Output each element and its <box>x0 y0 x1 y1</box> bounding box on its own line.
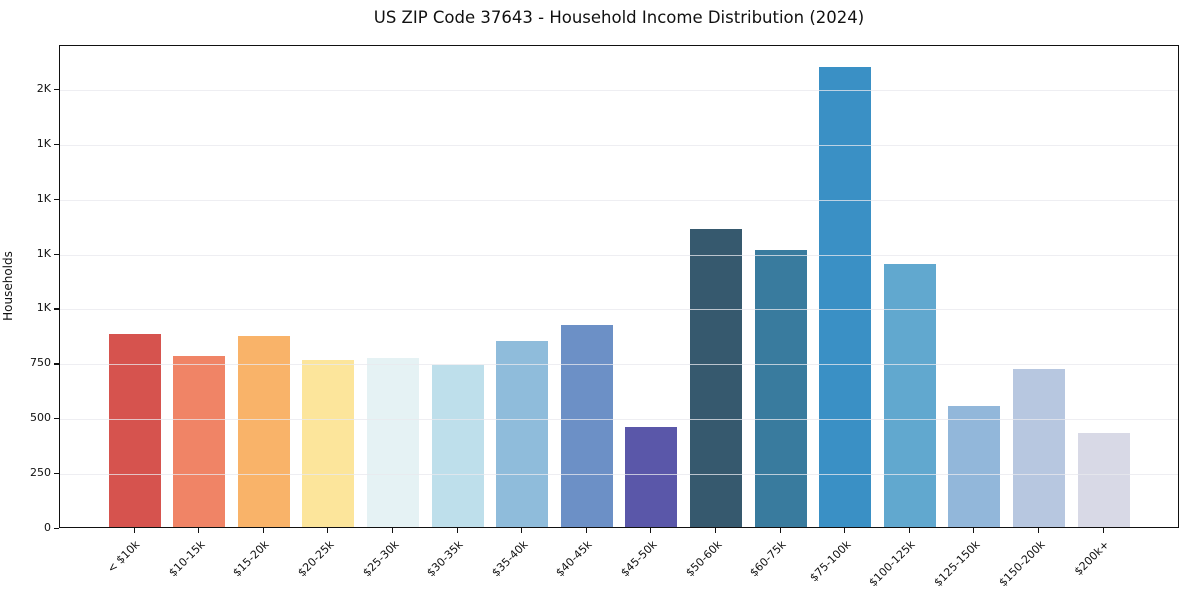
bar-$125-150k <box>948 406 1001 527</box>
gridline <box>60 254 1178 256</box>
x-tick-label: $60-75k <box>747 538 789 580</box>
y-tick-mark <box>54 528 59 530</box>
y-tick-label: 1K <box>36 136 51 150</box>
bar-$60-75k <box>754 250 807 527</box>
gridline <box>60 144 1178 146</box>
x-tick-label: $125-150k <box>931 538 983 590</box>
x-tick-mark <box>327 528 329 533</box>
y-tick-label: 1K <box>36 191 51 205</box>
y-tick-mark <box>54 418 59 420</box>
bar-$50-60k <box>689 229 742 527</box>
x-tick-label: $100-125k <box>866 538 918 590</box>
gridline <box>60 364 1178 366</box>
x-tick-label: $200k+ <box>1071 538 1112 579</box>
bar-$15-20k <box>237 336 290 527</box>
x-tick-label: $150-200k <box>995 538 1048 590</box>
bar-$20-25k <box>302 359 355 527</box>
gridline <box>60 199 1178 201</box>
plot-area <box>59 45 1179 528</box>
x-tick-mark <box>198 528 200 533</box>
x-tick-mark <box>714 528 717 533</box>
x-tick-label: < $10k <box>105 538 143 576</box>
x-tick-label: $20-25k <box>295 538 337 580</box>
y-tick-label: 0 <box>44 521 51 534</box>
x-tick-mark <box>844 528 846 533</box>
x-tick-mark <box>456 528 458 533</box>
x-tick-mark <box>585 528 587 533</box>
x-tick-mark <box>973 528 975 533</box>
x-tick-mark <box>391 528 394 533</box>
x-tick-label: $50-60k <box>682 538 725 580</box>
bar-< $10k <box>108 333 161 527</box>
y-tick-label: 1K <box>36 301 51 315</box>
gridline <box>60 309 1178 311</box>
bar-$25-30k <box>366 357 419 527</box>
y-tick-label: 1K <box>36 246 51 260</box>
x-tick-mark <box>521 528 523 533</box>
x-tick-label: $25-30k <box>359 538 402 580</box>
y-tick-mark <box>54 473 59 475</box>
bar-$75-100k <box>819 67 872 527</box>
y-tick-label: 250 <box>30 466 51 480</box>
y-tick-label: 750 <box>30 356 51 370</box>
y-tick-mark <box>54 198 59 200</box>
bar-$150-200k <box>1012 369 1065 527</box>
x-tick-mark <box>133 528 135 533</box>
bar-$30-35k <box>431 364 484 527</box>
y-tick-mark <box>54 143 59 145</box>
gridline <box>60 419 1178 421</box>
bar-$40-45k <box>560 325 613 527</box>
x-tick-label: $75-100k <box>807 538 854 585</box>
bar-$45-50k <box>625 427 678 527</box>
x-tick-label: $10-15k <box>166 538 208 580</box>
bar-$100-125k <box>883 263 936 527</box>
x-tick-mark <box>908 528 910 533</box>
x-tick-label: $15-20k <box>230 538 272 580</box>
x-tick-label: $45-50k <box>618 538 660 580</box>
x-tick-mark <box>779 528 781 533</box>
x-tick-label: $35-40k <box>489 538 531 580</box>
x-tick-mark <box>650 528 652 533</box>
x-tick-mark <box>1102 528 1104 533</box>
x-tick-mark <box>1037 528 1040 533</box>
gridline <box>60 89 1178 91</box>
chart-title: US ZIP Code 37643 - Household Income Dis… <box>373 8 865 27</box>
x-tick-label: $30-35k <box>424 538 466 580</box>
bar-$35-40k <box>496 341 549 527</box>
y-tick-mark <box>54 88 59 91</box>
bar-$200k+ <box>1077 432 1130 527</box>
y-tick-mark <box>54 253 59 255</box>
x-tick-mark <box>262 528 264 533</box>
bar-$10-15k <box>173 356 226 527</box>
y-tick-label: 500 <box>30 411 51 425</box>
x-tick-label: $40-45k <box>553 538 595 580</box>
y-tick-mark <box>54 363 59 365</box>
gridline <box>60 474 1178 476</box>
y-tick-mark <box>54 308 59 310</box>
y-tick-label: 2K <box>36 81 51 95</box>
